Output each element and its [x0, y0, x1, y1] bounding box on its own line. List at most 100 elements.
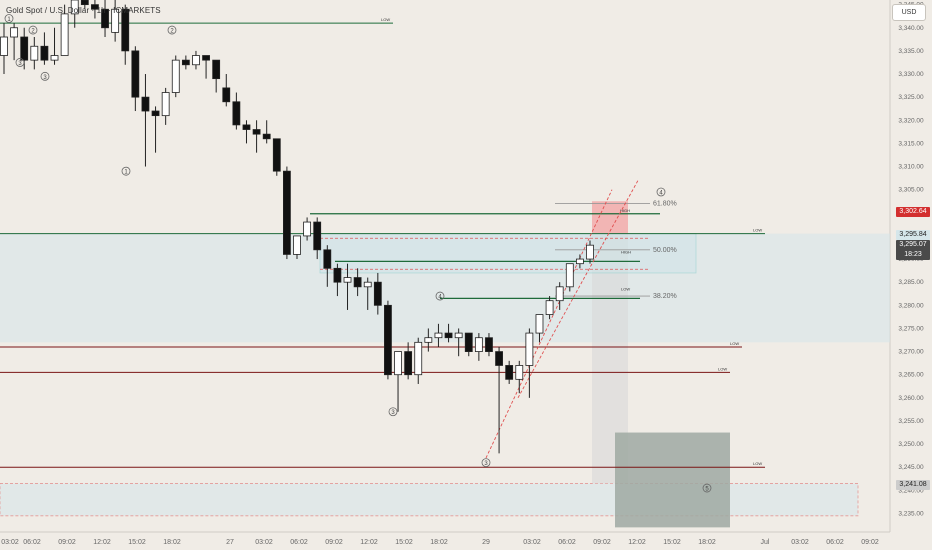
candle-body	[192, 55, 200, 66]
candle-body	[424, 337, 433, 343]
candle-body	[242, 124, 251, 130]
candle-body	[202, 55, 210, 61]
current-price-label: 3,295.07 18:23	[896, 240, 930, 260]
candle-body	[434, 332, 443, 339]
currency-button[interactable]: USD	[892, 4, 926, 21]
candle-body	[111, 8, 120, 33]
time-tick: 03:02	[1, 539, 19, 546]
time-tick: 06:02	[23, 539, 41, 546]
price-label-blue: 3,295.84	[896, 230, 930, 240]
wave-circle	[702, 483, 712, 493]
candle-body	[394, 351, 402, 376]
candle-body	[565, 263, 574, 288]
candle-body	[485, 337, 493, 352]
candle-body	[212, 59, 221, 80]
candle-body	[373, 281, 382, 306]
order-block	[319, 233, 697, 274]
wave-circle	[481, 458, 491, 468]
price-tick: 3,280.00	[898, 302, 924, 309]
time-tick: 03:02	[791, 539, 809, 546]
candle-body	[515, 365, 524, 380]
candle-body	[293, 235, 301, 255]
wave-label: 3	[43, 75, 47, 81]
time-tick: 09:02	[861, 539, 879, 546]
time-tick: 27	[226, 539, 234, 546]
wave-label: 3	[18, 61, 22, 67]
wave-circle	[388, 407, 398, 417]
candle-body	[171, 59, 180, 93]
fib-label: 61.80%	[653, 201, 677, 208]
candle-body	[495, 351, 503, 366]
time-tick: 29	[482, 539, 490, 546]
candle-body	[343, 277, 352, 283]
time-tick: 09:02	[58, 539, 76, 546]
candle-body	[303, 221, 312, 237]
small-label: HIGH	[620, 208, 630, 213]
candle-body	[0, 36, 8, 56]
price-tick: 3,245.00	[898, 464, 924, 471]
candle-body	[333, 267, 342, 283]
wave-circle	[167, 25, 177, 35]
small-label: LOW	[621, 287, 630, 292]
candle-body	[30, 45, 39, 61]
candle-body	[161, 92, 170, 117]
time-tick: 06:02	[558, 539, 576, 546]
candle-body	[91, 4, 99, 10]
wave-label: 1	[7, 17, 11, 23]
candle-body	[262, 133, 271, 140]
level-label: LOW	[381, 17, 390, 22]
candle-body	[232, 101, 241, 126]
fib-label: 50.00%	[653, 247, 677, 254]
wave-circle	[435, 291, 445, 301]
candle-body	[60, 13, 69, 56]
wave-label: 2	[31, 29, 35, 35]
currency-label: USD	[901, 9, 917, 16]
candle-body	[141, 96, 150, 112]
candle-body	[464, 332, 473, 352]
time-tick: 12:02	[93, 539, 111, 546]
wave-circle	[121, 166, 131, 176]
candle-body	[505, 365, 514, 380]
price-tick: 3,315.00	[898, 140, 924, 147]
candle-body	[282, 170, 291, 255]
level-label: LOW	[718, 366, 727, 371]
time-tick: 06:02	[290, 539, 308, 546]
level-label: LOW	[753, 228, 762, 233]
time-tick: 03:02	[523, 539, 541, 546]
symbol-title[interactable]: Gold Spot / U.S. Dollar · 1h · ICMARKETS	[6, 6, 161, 15]
time-tick: 12:02	[628, 539, 646, 546]
candle-body	[20, 36, 29, 61]
time-tick: Jul	[761, 539, 770, 546]
channel-line	[517, 180, 639, 399]
time-tick: 09:02	[593, 539, 611, 546]
time-tick: 12:02	[360, 539, 378, 546]
price-tick: 3,270.00	[898, 349, 924, 356]
candle-countdown: 18:23	[904, 251, 922, 258]
price-axis-panel	[890, 0, 932, 550]
candle-body	[545, 300, 554, 315]
candle-body	[474, 337, 483, 352]
candle-body	[151, 110, 160, 117]
price-tick: 3,260.00	[898, 395, 924, 402]
time-tick: 03:02	[255, 539, 273, 546]
current-price: 3,295.07	[899, 241, 927, 248]
price-tick: 3,340.00	[898, 25, 924, 32]
price-tick: 3,240.00	[898, 487, 924, 494]
candle-body	[404, 351, 413, 376]
price-tick: 3,255.00	[898, 418, 924, 425]
candle-body	[252, 129, 261, 135]
candle-body	[525, 332, 534, 366]
price-tick: 3,235.00	[898, 510, 924, 517]
price-tick: 3,335.00	[898, 48, 924, 55]
price-tick: 3,250.00	[898, 441, 924, 448]
candle-body	[272, 138, 281, 172]
candle-body	[70, 0, 79, 15]
price-tick: 3,275.00	[898, 325, 924, 332]
candle-body	[444, 332, 453, 339]
candle-body	[363, 281, 372, 288]
price-tick: 3,320.00	[898, 117, 924, 124]
candle-body	[131, 50, 140, 98]
time-tick: 15:02	[128, 539, 146, 546]
